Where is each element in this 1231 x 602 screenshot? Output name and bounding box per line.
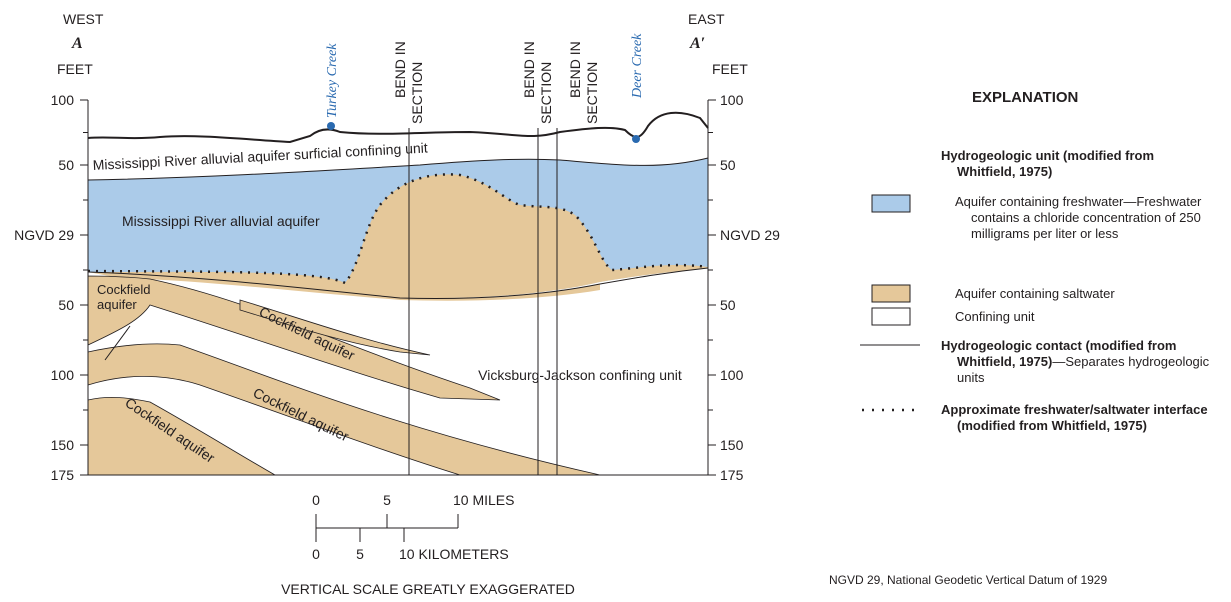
unit-label: Cockfield [97, 282, 150, 297]
east-label: EAST [688, 11, 725, 27]
legend-swatch [872, 195, 910, 212]
legend-heading: Hydrogeologic unit (modified from Whitfi… [941, 148, 1207, 180]
bend-label: BEND IN [567, 41, 583, 98]
section-start: A [71, 35, 83, 52]
creek-label: Deer Creek [630, 33, 645, 99]
axis-label: FEET [712, 61, 748, 77]
y-tick-label: 50 [720, 297, 736, 313]
scale-label: 10 KILOMETERS [399, 546, 509, 562]
bend-label: SECTION [538, 62, 554, 124]
y-tick-label: NGVD 29 [14, 227, 74, 243]
scale-label: 5 [383, 492, 391, 508]
scale-label: 0 [312, 546, 320, 562]
scale-label: 5 [356, 546, 364, 562]
unit-label: Mississippi River alluvial aquifer [122, 213, 320, 229]
bend-label: SECTION [584, 62, 600, 124]
bend-label: BEND IN [392, 41, 408, 98]
y-tick-label: NGVD 29 [720, 227, 780, 243]
y-tick-label: 175 [51, 467, 75, 483]
legend-text: Approximate freshwater/saltwater interfa… [941, 402, 1231, 434]
y-tick-label: 50 [58, 157, 74, 173]
unit-label: aquifer [97, 297, 137, 312]
section-end: A′ [689, 35, 705, 52]
scale-label: 10 MILES [453, 492, 514, 508]
unit-label: Vicksburg-Jackson confining unit [478, 367, 682, 383]
bend-label: SECTION [409, 62, 425, 124]
scale-note: VERTICAL SCALE GREATLY EXAGGERATED [281, 581, 575, 597]
legend-text: Aquifer containing saltwater [955, 286, 1115, 302]
y-tick-label: 100 [51, 92, 75, 108]
y-tick-label: 100 [720, 92, 744, 108]
figure: WEST EAST A A′ FEET FEET Turkey Creek De… [0, 0, 1231, 602]
axis-label: FEET [57, 61, 93, 77]
legend-title: EXPLANATION [972, 90, 1078, 106]
legend-text: Aquifer containing freshwater—Freshwater… [955, 194, 1211, 242]
bend-label: BEND IN [521, 41, 537, 98]
y-tick-label: 150 [720, 437, 744, 453]
y-tick-label: 175 [720, 467, 744, 483]
creek-marker [632, 135, 640, 143]
legend-swatch [872, 285, 910, 302]
land-surface [88, 113, 708, 142]
y-tick-label: 50 [720, 157, 736, 173]
y-tick-label: 100 [51, 367, 75, 383]
scale-bar [316, 514, 458, 542]
creek-label: Turkey Creek [325, 43, 340, 118]
legend-text: Confining unit [955, 309, 1035, 325]
scale-label: 0 [312, 492, 320, 508]
legend-note: NGVD 29, National Geodetic Vertical Datu… [829, 572, 1107, 588]
legend-swatch [872, 308, 910, 325]
y-tick-label: 50 [58, 297, 74, 313]
legend-text: Hydrogeologic contact (modified from Whi… [941, 338, 1231, 386]
y-tick-label: 100 [720, 367, 744, 383]
creek-marker [327, 122, 335, 130]
y-tick-label: 150 [51, 437, 75, 453]
west-label: WEST [63, 11, 104, 27]
